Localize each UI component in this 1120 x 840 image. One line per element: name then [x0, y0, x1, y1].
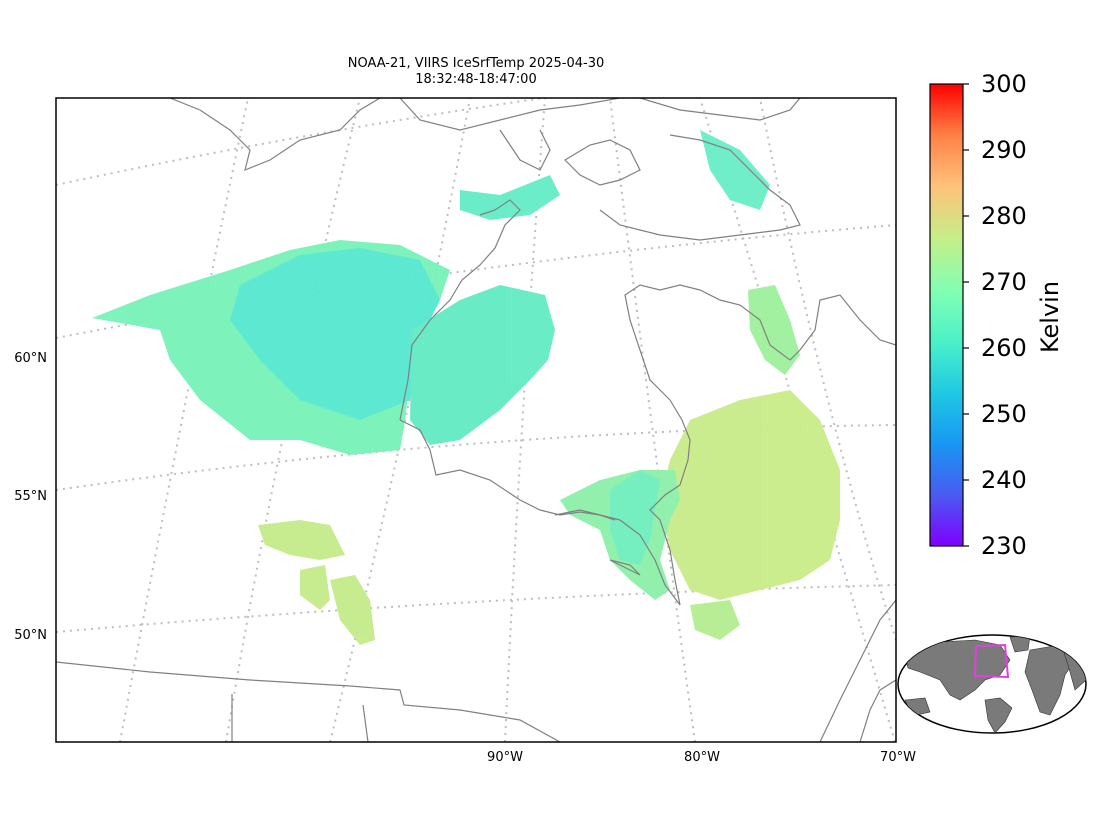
maritimes-coast-2: [859, 679, 896, 742]
lake-superior: [554, 509, 616, 521]
colorbar: 300 290 280 270 260 250 240 230 Kelvin: [929, 70, 1064, 560]
colorbar-tick-label: 260: [981, 334, 1027, 362]
colorbar-tick-label: 240: [981, 466, 1027, 494]
lat-line-65n: [56, 98, 551, 186]
lon-label-70w: 70°W: [880, 750, 916, 765]
swath-northwest-core: [230, 248, 440, 420]
globe-domain-highlight: [973, 643, 1010, 679]
globe-south-america: [984, 697, 1013, 733]
lon-label-90w: 90°W: [487, 750, 523, 765]
swath-hudson-strait: [460, 175, 560, 220]
colorbar-label: Kelvin: [1036, 281, 1064, 353]
title-line-2: 18:32:48-18:47:00: [415, 72, 536, 87]
colorbar-tick-label: 300: [981, 70, 1027, 98]
colorbar-tick-label: 250: [981, 400, 1027, 428]
map-frame: [55, 97, 897, 743]
swath-ontario-2: [330, 575, 375, 645]
map-area: [56, 98, 896, 742]
james-bay-coast: [619, 399, 691, 606]
maritimes-coast: [819, 599, 896, 742]
colorbar-tick-label: 230: [981, 532, 1027, 560]
swath-ontario-1: [258, 520, 345, 560]
globe-north-america: [904, 639, 1011, 701]
colorbar-tick-label: 280: [981, 202, 1027, 230]
state-line-2: [362, 704, 369, 742]
lon-label-80w: 80°W: [684, 750, 720, 765]
quebec-west-coast: [624, 284, 801, 401]
swath-quebec: [660, 390, 840, 600]
hudson-bay-south-coast: [399, 419, 621, 521]
swath-hudson-bay: [410, 285, 555, 445]
swath-northeast-islands: [700, 130, 770, 210]
ungava-coast: [799, 294, 896, 351]
arctic-islands-north: [169, 98, 381, 171]
colorbar-ticks: 300 290 280 270 260 250 240 230: [963, 70, 1027, 560]
southern-boundary: [56, 661, 561, 742]
swath-james-bay-water: [610, 470, 660, 565]
temperature-swaths: [92, 130, 840, 645]
lat-label-50n: 50°N: [14, 628, 47, 643]
colorbar-gradient: [929, 83, 964, 547]
chart-title: NOAA-21, VIIRS IceSrfTemp 2025-04-30 18:…: [348, 56, 605, 87]
colorbar-tick-label: 290: [981, 136, 1027, 164]
latitude-labels: 60°N 55°N 50°N: [14, 351, 47, 643]
southampton-island: [564, 139, 641, 186]
arctic-islands-2: [399, 98, 621, 131]
title-line-1: NOAA-21, VIIRS IceSrfTemp 2025-04-30: [348, 56, 605, 71]
longitude-labels: 90°W 80°W 70°W: [487, 750, 916, 765]
lon-line-80w: [609, 98, 696, 742]
arctic-islands-3: [639, 98, 801, 121]
lat-line-55n: [56, 424, 896, 491]
lat-label-60n: 60°N: [14, 351, 47, 366]
swath-scatter-south: [690, 600, 740, 640]
swath-ontario-3: [300, 565, 330, 610]
lat-label-55n: 55°N: [14, 489, 47, 504]
globe-inset: [897, 634, 1087, 734]
lon-line-6: [759, 98, 896, 641]
lon-line-2: [225, 98, 361, 742]
baffin-south: [599, 134, 801, 241]
colorbar-tick-label: 270: [981, 268, 1027, 296]
great-lakes: [609, 559, 641, 576]
hudson-bay-west-coast: [399, 199, 521, 421]
boothia: [499, 129, 551, 171]
lon-line-1: [119, 98, 249, 742]
swath-ungava: [748, 285, 800, 375]
coastlines: [56, 98, 896, 742]
